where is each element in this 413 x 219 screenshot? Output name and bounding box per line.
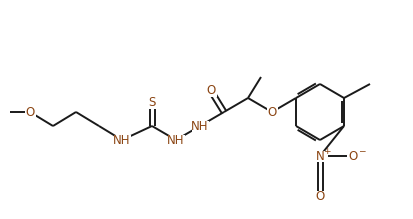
- Text: O: O: [25, 106, 35, 118]
- FancyBboxPatch shape: [315, 191, 325, 201]
- Text: +: +: [323, 147, 331, 155]
- Text: NH: NH: [113, 134, 131, 147]
- Text: O: O: [267, 106, 277, 118]
- FancyBboxPatch shape: [114, 134, 131, 145]
- FancyBboxPatch shape: [192, 120, 209, 131]
- Text: O: O: [349, 150, 358, 162]
- FancyBboxPatch shape: [206, 85, 216, 97]
- Text: NH: NH: [191, 120, 209, 132]
- FancyBboxPatch shape: [313, 150, 328, 161]
- Text: N: N: [316, 150, 324, 162]
- Text: S: S: [148, 97, 156, 110]
- FancyBboxPatch shape: [147, 97, 157, 108]
- FancyBboxPatch shape: [347, 150, 363, 161]
- FancyBboxPatch shape: [24, 106, 36, 118]
- Text: O: O: [316, 189, 325, 203]
- Text: NH: NH: [167, 134, 185, 147]
- Text: O: O: [206, 85, 216, 97]
- Text: −: −: [358, 147, 366, 155]
- FancyBboxPatch shape: [168, 134, 185, 145]
- FancyBboxPatch shape: [266, 106, 278, 118]
